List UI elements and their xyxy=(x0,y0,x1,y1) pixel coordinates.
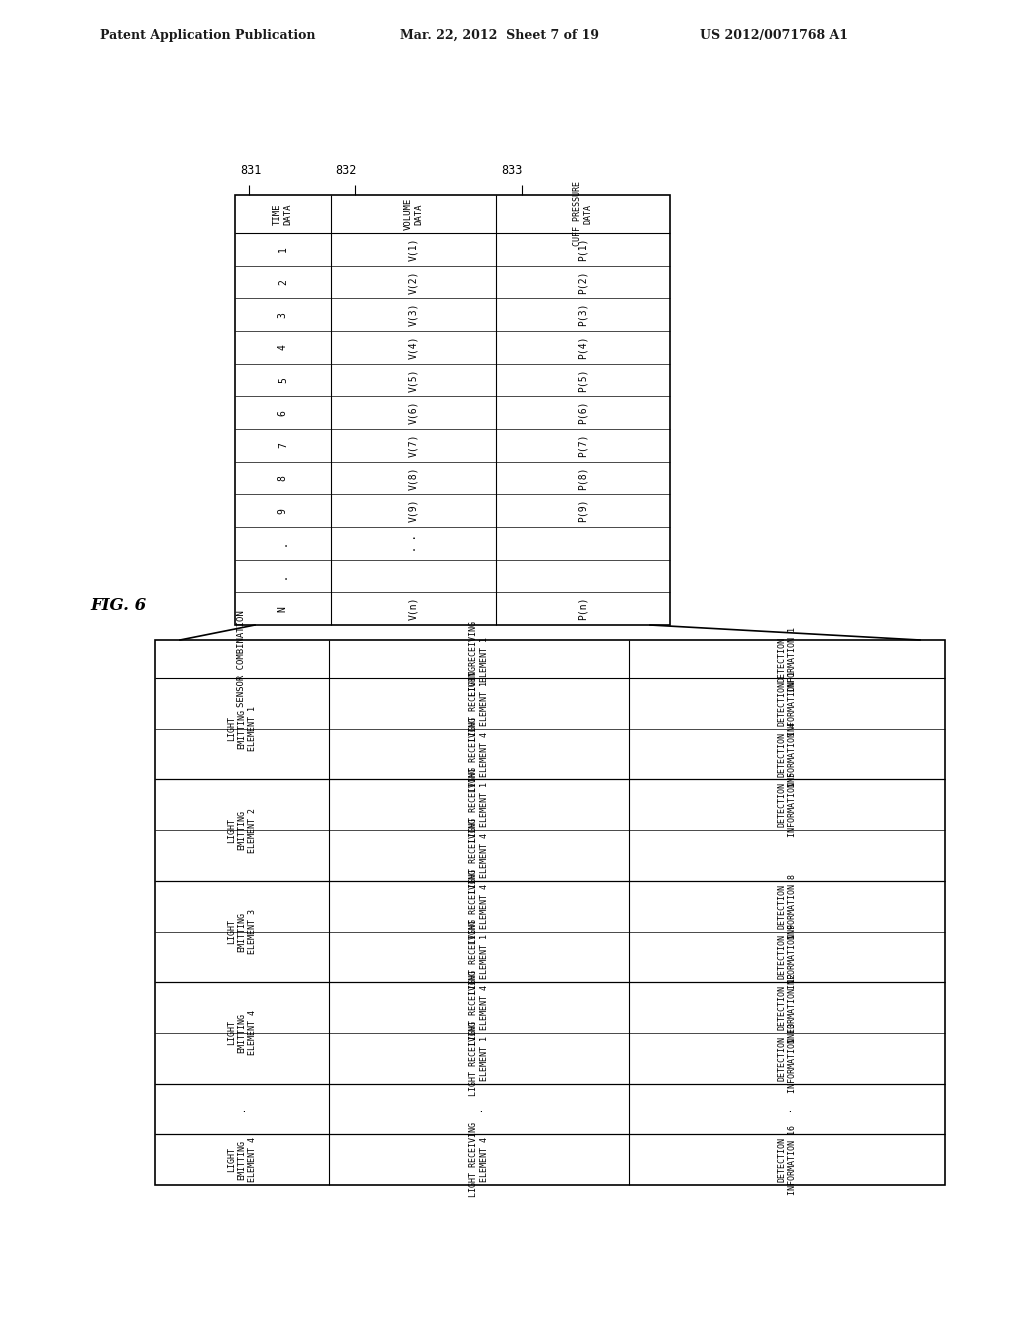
Text: TIME
DATA: TIME DATA xyxy=(273,203,293,224)
Text: V(7): V(7) xyxy=(409,433,419,457)
Text: P(8): P(8) xyxy=(578,466,588,490)
Text: LIGHT
EMITTING
ELEMENT 4: LIGHT EMITTING ELEMENT 4 xyxy=(227,1010,257,1056)
Text: V(8): V(8) xyxy=(409,466,419,490)
Text: DETECTION
INFORMATION 5: DETECTION INFORMATION 5 xyxy=(777,772,797,837)
Bar xyxy=(155,640,945,1185)
Text: 831: 831 xyxy=(240,164,261,177)
Text: 5: 5 xyxy=(278,378,288,383)
Text: V(n): V(n) xyxy=(409,597,419,620)
Text: V(9): V(9) xyxy=(409,499,419,523)
Text: V(1): V(1) xyxy=(409,238,419,261)
Text: P(n): P(n) xyxy=(578,597,588,620)
Text: LIGHT
EMITTING
ELEMENT 4: LIGHT EMITTING ELEMENT 4 xyxy=(227,1137,257,1183)
Text: .: . xyxy=(278,540,288,546)
Text: DETECTION
INFORMATION 9: DETECTION INFORMATION 9 xyxy=(777,924,797,990)
Text: SENSOR COMBINATION: SENSOR COMBINATION xyxy=(238,611,247,708)
Text: 2: 2 xyxy=(278,279,288,285)
Text: DETECTION
INFORMATION 13: DETECTION INFORMATION 13 xyxy=(777,1023,797,1093)
Text: V(3): V(3) xyxy=(409,302,419,326)
Text: DETECTION
INFORMATION 1: DETECTION INFORMATION 1 xyxy=(777,671,797,735)
Text: .: . xyxy=(238,1106,247,1111)
Text: V(6): V(6) xyxy=(409,401,419,425)
Text: .: . xyxy=(278,573,288,579)
Text: V(5): V(5) xyxy=(409,368,419,392)
Text: 7: 7 xyxy=(278,442,288,449)
Bar xyxy=(234,195,670,624)
Text: LIGHT RECEIVING
ELEMENT 1: LIGHT RECEIVING ELEMENT 1 xyxy=(469,1020,488,1096)
Text: . .: . . xyxy=(409,535,419,552)
Text: 8: 8 xyxy=(278,475,288,480)
Text: 833: 833 xyxy=(501,164,522,177)
Text: .: . xyxy=(474,1106,483,1111)
Text: 6: 6 xyxy=(278,409,288,416)
Text: CUFF PRESSURE
DATA: CUFF PRESSURE DATA xyxy=(573,181,593,247)
Text: P(7): P(7) xyxy=(578,433,588,457)
Text: V(2): V(2) xyxy=(409,271,419,294)
Text: US 2012/0071768 A1: US 2012/0071768 A1 xyxy=(700,29,848,41)
Text: 1: 1 xyxy=(278,247,288,252)
Text: LIGHT RECEIVING
ELEMENT 4: LIGHT RECEIVING ELEMENT 4 xyxy=(469,717,488,792)
Text: LIGHT RECEIVING
ELEMENT 1: LIGHT RECEIVING ELEMENT 1 xyxy=(469,665,488,741)
Text: FIG. 6: FIG. 6 xyxy=(90,597,146,614)
Text: VOLUME
DATA: VOLUME DATA xyxy=(403,198,423,230)
Text: LIGHT RECEIVING
ELEMENT 4: LIGHT RECEIVING ELEMENT 4 xyxy=(469,1122,488,1197)
Text: DETECTION
INFORMATION 1: DETECTION INFORMATION 1 xyxy=(777,627,797,692)
Text: 9: 9 xyxy=(278,508,288,513)
Text: V(4): V(4) xyxy=(409,335,419,359)
Text: N: N xyxy=(278,606,288,611)
Text: LIGHT RECEIVING
ELEMENT 4: LIGHT RECEIVING ELEMENT 4 xyxy=(469,869,488,944)
Text: DETECTION
INFORMATION 4: DETECTION INFORMATION 4 xyxy=(777,722,797,787)
Text: DETECTION
INFORMATION 8: DETECTION INFORMATION 8 xyxy=(777,874,797,939)
Text: LIGHT
EMITTING
ELEMENT 2: LIGHT EMITTING ELEMENT 2 xyxy=(227,808,257,853)
Text: Patent Application Publication: Patent Application Publication xyxy=(100,29,315,41)
Text: P(1): P(1) xyxy=(578,238,588,261)
Text: P(5): P(5) xyxy=(578,368,588,392)
Text: LIGHT
EMITTING
ELEMENT 1: LIGHT EMITTING ELEMENT 1 xyxy=(227,706,257,751)
Text: P(3): P(3) xyxy=(578,302,588,326)
Text: DETECTION
INFORMATION 16: DETECTION INFORMATION 16 xyxy=(777,1125,797,1195)
Text: DETECTION
INFORMATION 12: DETECTION INFORMATION 12 xyxy=(777,973,797,1043)
Text: P(6): P(6) xyxy=(578,401,588,425)
Text: 832: 832 xyxy=(336,164,357,177)
Text: LIGHT RECEIVING
ELEMENT 1: LIGHT RECEIVING ELEMENT 1 xyxy=(469,767,488,842)
Text: .: . xyxy=(782,1106,792,1111)
Text: P(9): P(9) xyxy=(578,499,588,523)
Text: LIGHT RECEIVING
ELEMENT 1: LIGHT RECEIVING ELEMENT 1 xyxy=(469,919,488,994)
Text: 4: 4 xyxy=(278,345,288,350)
Text: LIGHT RECEIVING
ELEMENT 1: LIGHT RECEIVING ELEMENT 1 xyxy=(469,622,488,697)
Text: LIGHT RECEIVING
ELEMENT 4: LIGHT RECEIVING ELEMENT 4 xyxy=(469,818,488,892)
Text: P(4): P(4) xyxy=(578,335,588,359)
Text: 3: 3 xyxy=(278,312,288,318)
Text: Mar. 22, 2012  Sheet 7 of 19: Mar. 22, 2012 Sheet 7 of 19 xyxy=(400,29,599,41)
Text: LIGHT RECEIVING
ELEMENT 4: LIGHT RECEIVING ELEMENT 4 xyxy=(469,970,488,1045)
Text: LIGHT
EMITTING
ELEMENT 3: LIGHT EMITTING ELEMENT 3 xyxy=(227,909,257,954)
Text: P(2): P(2) xyxy=(578,271,588,294)
